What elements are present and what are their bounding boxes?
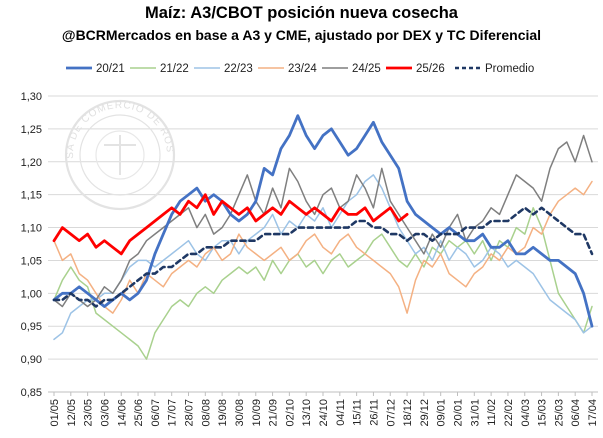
- chart-subtitle: @BCRMercados en base a A3 y CME, ajustad…: [61, 27, 542, 43]
- x-tick-label: 25/06: [133, 399, 145, 427]
- x-tick-label: 18/12: [402, 399, 414, 427]
- x-tick-label: 31/01: [469, 399, 481, 427]
- y-tick-label: 0,85: [21, 387, 42, 399]
- x-tick-label: 25/03: [553, 399, 565, 427]
- plot-area: [48, 95, 598, 393]
- x-tick-label: 28/07: [184, 399, 196, 427]
- x-tick-label: 09/01: [436, 399, 448, 427]
- legend-label: 23/24: [288, 63, 317, 75]
- series-line-20-21: [52, 114, 594, 328]
- legend-label: 21/22: [160, 63, 189, 75]
- legend-label: 22/23: [224, 63, 253, 75]
- x-tick-label: 17/04: [587, 399, 599, 427]
- x-tick-label: 04/11: [335, 399, 347, 426]
- series-line-24-25: [53, 134, 593, 308]
- y-tick-label: 1,25: [21, 124, 42, 136]
- x-tick-label: 21/09: [268, 399, 280, 427]
- x-tick-label: 08/08: [200, 399, 212, 427]
- y-tick-label: 1,15: [21, 190, 42, 202]
- series-layer: [52, 114, 594, 360]
- series-line-23-24: [53, 180, 593, 314]
- x-tick-label: 23/05: [83, 399, 95, 427]
- x-tick-label: 07/12: [385, 399, 397, 427]
- y-tick-label: 1,10: [21, 223, 42, 235]
- x-tick-label: 17/07: [167, 399, 179, 427]
- x-tick-label: 06/07: [150, 399, 162, 427]
- y-tick-label: 1,30: [21, 91, 42, 103]
- legend-label: 24/25: [352, 63, 381, 75]
- x-tick-label: 19/08: [217, 399, 229, 427]
- y-axis: 0,85 0,90 0,95 1,00 1,05 1,10 1,15 1,20 1,25 1,30: [21, 91, 42, 399]
- x-tick-label: 15/11: [352, 399, 364, 426]
- x-tick-label: 20/01: [453, 399, 465, 427]
- y-tick-label: 0,95: [21, 321, 42, 333]
- x-tick-label: 01/05: [49, 399, 61, 427]
- x-tick-label: 11/02: [486, 399, 498, 426]
- series-line-22-23: [53, 174, 593, 341]
- x-axis: 01/05 12/05 23/05 03/06 14/06 25/06 06/07 17/07…: [49, 392, 599, 427]
- x-tick-label: 04/03: [520, 399, 532, 427]
- y-tick-label: 0,90: [21, 354, 42, 366]
- x-tick-label: 13/10: [301, 399, 313, 427]
- x-tick-label: 30/08: [234, 399, 246, 427]
- series-line-21-22: [53, 207, 593, 360]
- y-tick-label: 1,00: [21, 288, 42, 300]
- bcr-watermark-seal: BOLSA DE COMERCIO DE ROSARIO: [0, 0, 176, 211]
- legend-label: 25/26: [416, 63, 445, 75]
- y-tick-label: 1,05: [21, 255, 42, 267]
- x-tick-label: 22/02: [503, 399, 515, 427]
- y-tick-label: 1,20: [21, 157, 42, 169]
- x-tick-label: 24/10: [318, 399, 330, 427]
- legend-label: Promedio: [485, 63, 534, 75]
- x-tick-label: 02/10: [284, 399, 296, 427]
- x-tick-label: 26/11: [368, 399, 380, 426]
- series-line-promedio: [52, 206, 594, 308]
- x-tick-label: 29/12: [419, 399, 431, 427]
- x-tick-label: 15/03: [537, 399, 549, 427]
- x-tick-label: 14/06: [116, 399, 128, 427]
- chart-title: Maíz: A3/CBOT posición nueva cosecha: [145, 4, 458, 22]
- x-tick-label: 12/05: [66, 399, 78, 427]
- x-tick-label: 03/06: [99, 399, 111, 427]
- legend: 20/21 21/22 22/23 23/24 24/25 25/26 Promedio: [66, 63, 534, 75]
- x-tick-label: 10/09: [251, 399, 263, 427]
- legend-label: 20/21: [96, 63, 125, 75]
- x-tick-label: 06/04: [570, 399, 582, 427]
- series-line-25-26: [52, 193, 409, 256]
